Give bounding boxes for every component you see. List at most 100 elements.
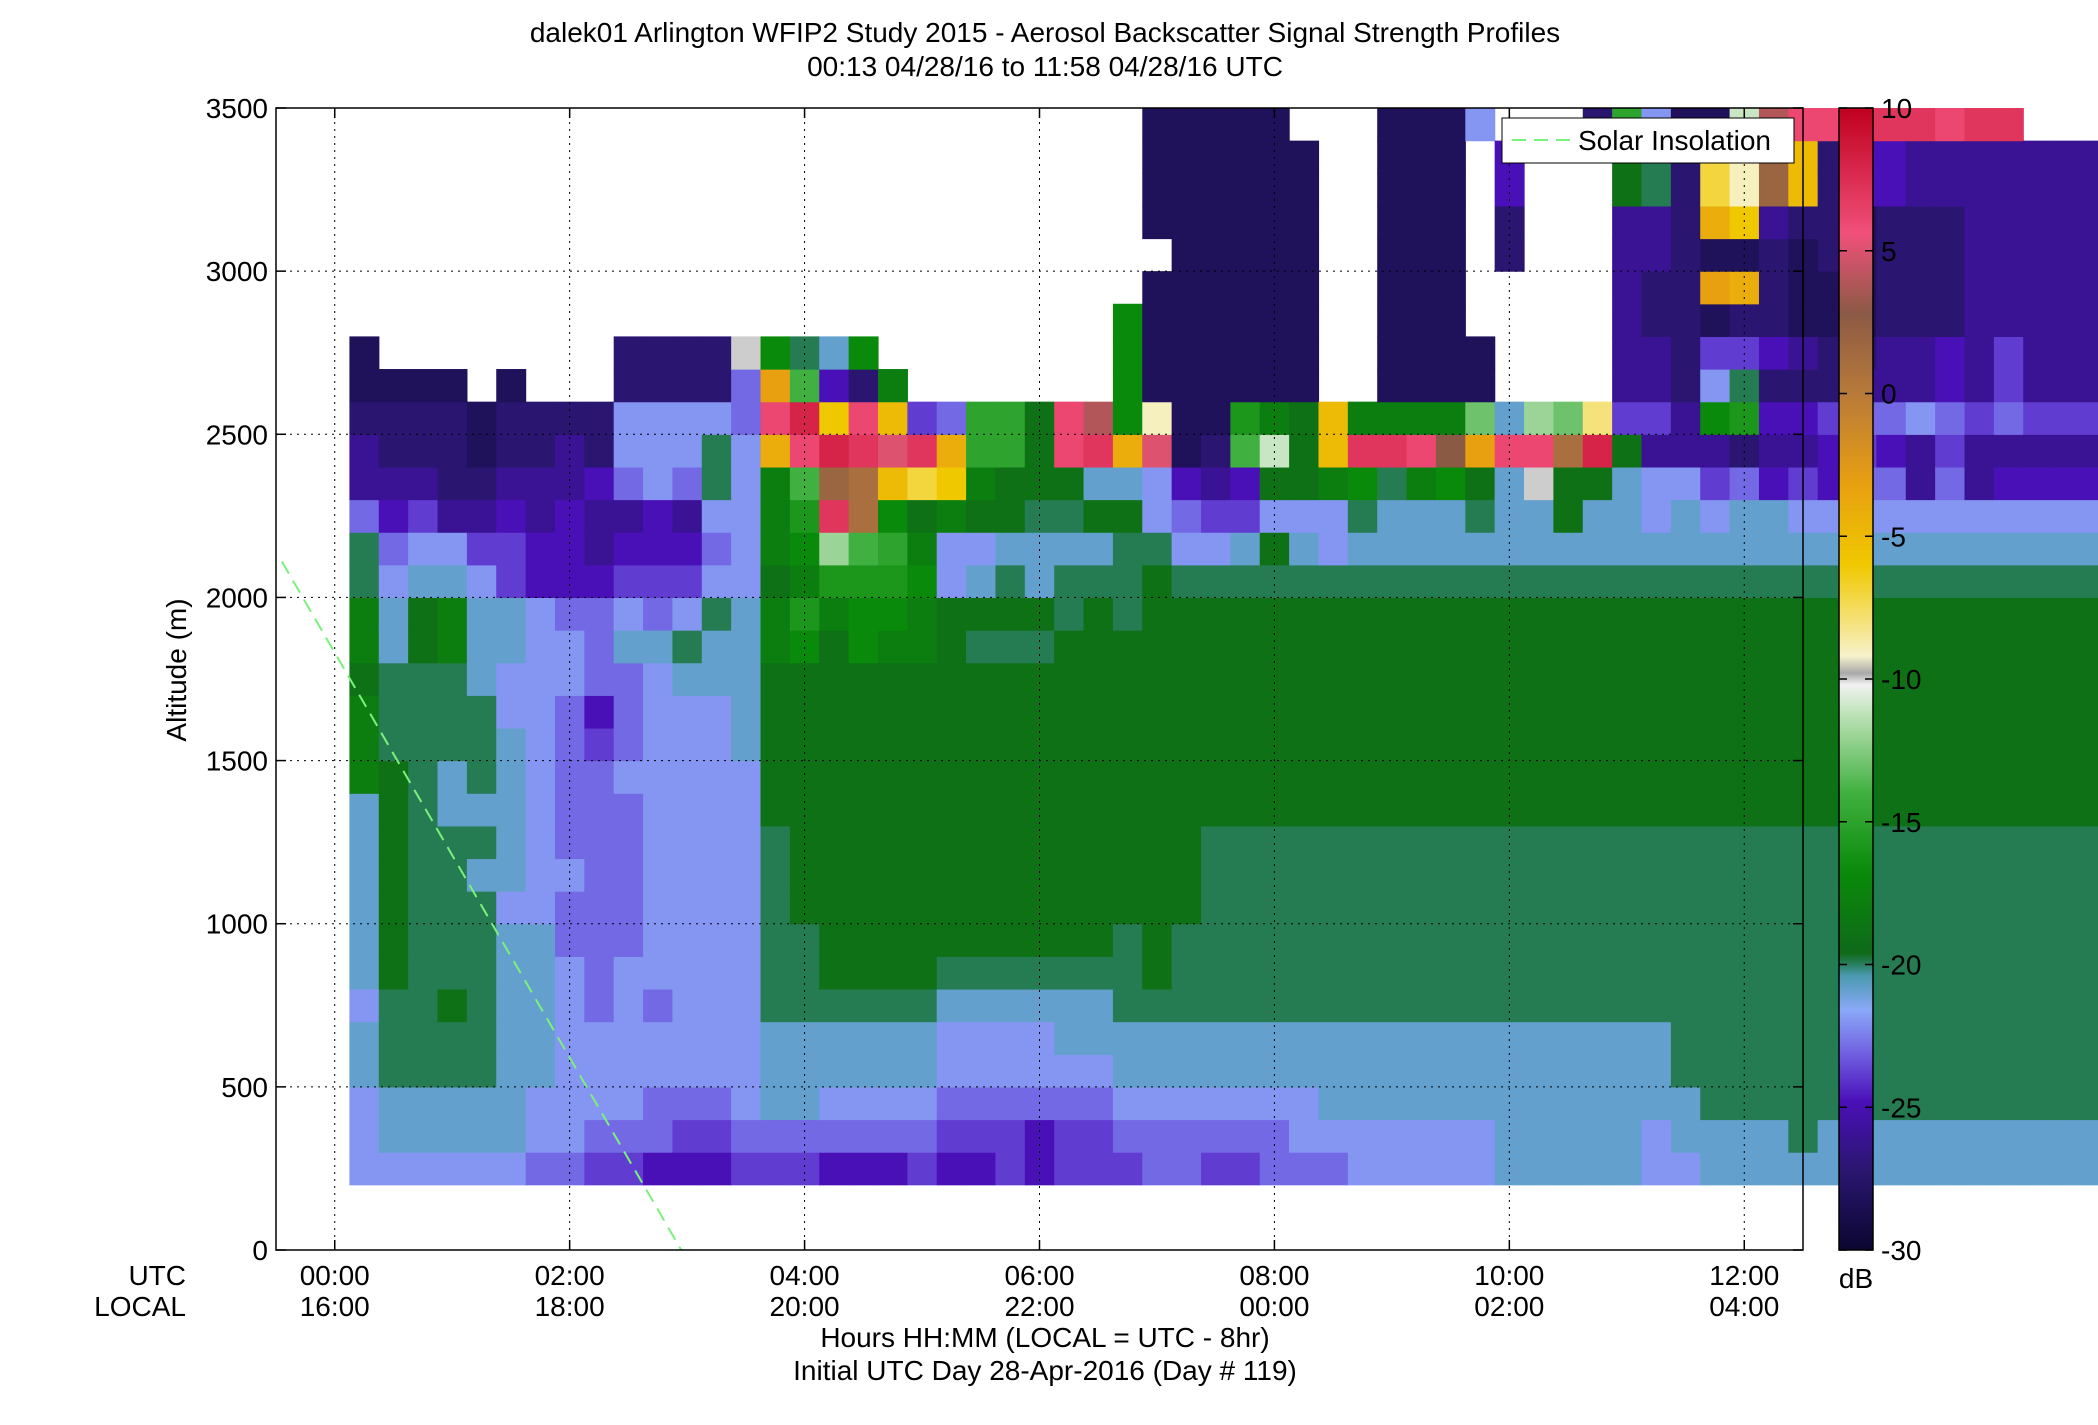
heatmap-cell [1377,695,1408,729]
heatmap-cell [1318,630,1349,664]
heatmap-cell [2081,825,2098,860]
heatmap-cell [1641,760,1672,794]
heatmap-cell [819,1054,850,1088]
heatmap-cell [1171,336,1202,370]
heatmap-cell [1670,630,1701,664]
heatmap-cell [848,499,879,533]
heatmap-cell [1377,205,1408,240]
heatmap-cell [1024,532,1055,566]
heatmap-cell [1905,271,1936,305]
x-tick-label-local: 16:00 [300,1291,370,1322]
heatmap-cell [731,695,762,729]
heatmap-cell [1112,891,1143,925]
heatmap-cell [1406,140,1437,174]
heatmap-cell [1112,858,1143,892]
heatmap-cell [701,564,732,599]
heatmap-cell [1142,662,1173,696]
x-tick-label-local: 00:00 [1239,1291,1309,1322]
heatmap-cell [936,532,967,566]
heatmap-cell [1700,1054,1731,1088]
heatmap-cell [1054,499,1085,533]
heatmap-cell [760,1021,791,1055]
heatmap-cell [613,662,644,696]
x-tick-label-local: 20:00 [770,1291,840,1322]
heatmap-cell [2052,336,2083,370]
heatmap-cell [966,727,997,762]
heatmap-cell [1935,173,1966,207]
heatmap-cell [584,532,615,566]
heatmap-cell [1670,401,1701,435]
heatmap-cell [1494,205,1525,240]
heatmap-cell [1201,662,1231,696]
heatmap-cell [1935,532,1966,566]
heatmap-cell [995,1152,1026,1186]
heatmap-cell [966,1021,997,1055]
heatmap-cell [701,630,732,664]
heatmap-cell [378,1086,409,1121]
heatmap-cell [2081,271,2098,305]
heatmap-cell [643,662,674,696]
colorbar-tick-label: -20 [1881,950,1921,981]
heatmap-cell [789,466,820,501]
x-tick-label-local: 22:00 [1004,1291,1074,1322]
heatmap-cell [1259,499,1290,533]
heatmap-cell [1112,825,1143,860]
heatmap-cell [496,695,527,729]
heatmap-cell [1582,793,1613,827]
heatmap-cell [2081,532,2098,566]
heatmap-cell [1876,1119,1907,1153]
heatmap-cell [1876,369,1907,403]
heatmap-cell [2081,1021,2098,1055]
heatmap-cell [1347,434,1378,468]
heatmap-cell [1406,923,1437,957]
heatmap-cell [1729,205,1760,240]
heatmap-cell [1377,793,1408,827]
heatmap-cell [1347,695,1378,729]
heatmap-cell [819,858,850,892]
heatmap-cell [731,858,762,892]
heatmap-cell [1758,434,1789,468]
heatmap-cell [877,1152,908,1186]
heatmap-cell [1494,466,1525,501]
heatmap-cell [1524,532,1554,566]
heatmap-cell [907,923,938,957]
heatmap-cell [1024,434,1055,468]
heatmap-cell [1435,727,1466,762]
heatmap-cell [1289,858,1320,892]
heatmap-cell [1905,173,1936,207]
legend: Solar Insolation [1501,117,1795,164]
heatmap-cell [1582,434,1613,468]
heatmap-cell [1905,793,1936,827]
heatmap-cell [1230,532,1261,566]
heatmap-cell [1641,956,1672,990]
heatmap-cell [995,956,1026,990]
heatmap-cell [1641,303,1672,337]
heatmap-cell [1435,401,1466,435]
heatmap-cell [1406,271,1437,305]
heatmap-cell [1230,1054,1261,1088]
heatmap-cell [466,923,497,957]
heatmap-cell [701,434,732,468]
heatmap-cell [1201,336,1231,370]
heatmap-cell [1758,238,1789,272]
heatmap-cell [819,760,850,794]
heatmap-cell [1876,1152,1907,1186]
heatmap-cell [1935,662,1966,696]
heatmap-cell [437,564,468,599]
heatmap-cell [349,1152,380,1186]
heatmap-cell [1905,891,1936,925]
heatmap-cell [613,793,644,827]
heatmap-cell [1347,891,1378,925]
heatmap-cell [1876,499,1907,533]
heatmap-cell [584,956,615,990]
heatmap-cell [1406,205,1437,240]
heatmap-cell [907,499,938,533]
heatmap-cell [877,727,908,762]
heatmap-cell [408,760,439,794]
heatmap-cell [819,923,850,957]
heatmap-cell [1054,1054,1085,1088]
heatmap-cell [1201,238,1231,272]
heatmap-cell [672,564,703,599]
colorbar-tick-label: 10 [1881,93,1912,124]
heatmap-cell [1700,825,1731,860]
